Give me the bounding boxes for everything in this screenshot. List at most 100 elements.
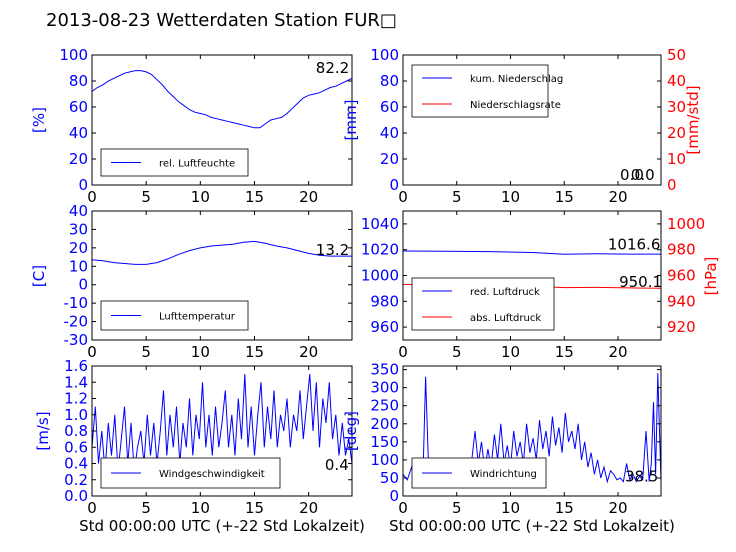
x-tick-label: 15 — [245, 343, 264, 361]
y-tick-label: 40 — [69, 202, 88, 220]
x-tick-label: 0 — [398, 343, 408, 361]
x-tick-label: 5 — [452, 343, 462, 361]
legend: red. Luftdruck abs. Luftdruck — [411, 277, 555, 331]
x-tick-label: 5 — [141, 343, 151, 361]
panel-3: 0 5 10 15 20-30-20-10010203040[C]Lufttempera… — [30, 202, 353, 361]
right-y-tick-label: 960 — [667, 267, 696, 285]
legend-label: kum. Niederschlag — [470, 74, 563, 85]
panel-frame — [91, 54, 353, 186]
y-tick-label: 0.0 — [64, 487, 88, 505]
right-y-tick-label: 0 — [667, 176, 677, 194]
x-tick-label: 5 — [452, 499, 462, 517]
y-axis-label: [%] — [30, 107, 48, 133]
x-tick-label: 15 — [245, 499, 264, 517]
y-axis-label: [C] — [30, 265, 48, 287]
legend-label: Windgeschwindigkeit — [159, 469, 265, 480]
value-annotation: 0.0 — [620, 166, 644, 184]
legend-label: abs. Luftdruck — [470, 313, 541, 324]
x-tick-label: 15 — [245, 188, 264, 206]
y-tick-label: 0 — [389, 487, 399, 505]
series-line-5-1 — [92, 374, 352, 472]
y-tick-label: -10 — [64, 294, 89, 312]
x-tick-label: 10 — [191, 188, 210, 206]
y-tick-label: 50 — [380, 469, 399, 487]
right-y-tick-label: 50 — [667, 46, 686, 64]
right-y-tick-label: 920 — [667, 318, 696, 336]
panel-frame — [402, 54, 662, 186]
y-tick-label: 80 — [69, 72, 88, 90]
series-line-4-1 — [403, 250, 661, 255]
y-tick-label: 350 — [370, 361, 399, 379]
value-annotation: 0.0 — [631, 166, 655, 184]
right-y-axis-label: [hPa] — [702, 257, 720, 296]
legend-box — [411, 277, 555, 331]
y-tick-label: 60 — [69, 98, 88, 116]
right-y-tick-label: 1000 — [667, 215, 705, 233]
x-tick-label: 0 — [87, 188, 97, 206]
right-y-tick-label: 980 — [667, 241, 696, 259]
x-tick-label: 15 — [555, 343, 574, 361]
x-axis-label: Std 00:00:00 UTC (+-22 Std Lokalzeit) — [389, 517, 675, 535]
x-tick-label: 0 — [87, 343, 97, 361]
x-tick-label: 0 — [398, 188, 408, 206]
y-tick-label: 200 — [370, 415, 399, 433]
value-annotation: 13.2 — [316, 241, 349, 259]
right-y-tick-label: 10 — [667, 150, 686, 168]
y-tick-label: -30 — [64, 331, 89, 349]
panel-2: 0 5 10 15 20 0 20 40 60 80 100 0 10 20 30 40 50 [mm] [mm/s… — [342, 46, 702, 206]
y-tick-label: 1020 — [361, 241, 399, 259]
value-annotation: 82.2 — [316, 59, 349, 77]
y-tick-label: 100 — [370, 46, 399, 64]
y-tick-label: 1.6 — [64, 357, 88, 375]
y-tick-label: 300 — [370, 379, 399, 397]
y-tick-label: 20 — [380, 150, 399, 168]
series-line-1-1 — [92, 70, 352, 129]
x-tick-label: 20 — [299, 188, 318, 206]
x-axis-label: Std 00:00:00 UTC (+-22 Std Lokalzeit) — [79, 517, 365, 535]
x-tick-label: 15 — [555, 499, 574, 517]
y-tick-label: 250 — [370, 397, 399, 415]
x-tick-label: 20 — [299, 499, 318, 517]
series-line-3-1 — [92, 240, 352, 265]
value-annotation: 1016.6 — [608, 236, 661, 254]
right-y-tick-label: 30 — [667, 98, 686, 116]
y-tick-label: 960 — [370, 318, 399, 336]
legend-label: Niederschlagsrate — [470, 100, 561, 111]
y-tick-label: 0 — [78, 276, 88, 294]
panel-1: 0 5 10 15 20 0 20 40 60 80 100 [%] rel. Luftfeuchte 8… — [30, 46, 353, 206]
value-annotation: 950.1 — [619, 273, 662, 291]
x-tick-label: 0 — [87, 499, 97, 517]
legend-box — [411, 64, 549, 118]
right-y-axis-label: [mm/std] — [684, 85, 702, 154]
y-tick-label: 0.2 — [64, 471, 88, 489]
x-tick-label: 5 — [141, 499, 151, 517]
legend-label: red. Luftdruck — [470, 287, 540, 298]
x-tick-label: 0 — [398, 499, 408, 517]
y-tick-label: 0.4 — [64, 455, 88, 473]
legend: Windrichtung — [411, 457, 547, 489]
value-annotation: 0.4 — [325, 456, 349, 474]
x-tick-label: 10 — [191, 343, 210, 361]
y-tick-label: 80 — [380, 72, 399, 90]
x-tick-label: 10 — [501, 343, 520, 361]
y-tick-label: 100 — [370, 451, 399, 469]
x-tick-label: 10 — [501, 188, 520, 206]
figure-title: 2013-08-23 Wetterdaten Station FUR□ — [46, 10, 397, 31]
legend-label: Lufttemperatur — [159, 312, 236, 323]
y-axis-label: [m/s] — [34, 411, 52, 450]
right-y-tick-label: 940 — [667, 292, 696, 310]
legend-label: rel. Luftfeuchte — [159, 159, 235, 170]
y-tick-label: 1.0 — [64, 406, 88, 424]
y-tick-label: 20 — [69, 150, 88, 168]
panel-frame — [402, 365, 662, 497]
y-axis-label: [mm] — [342, 100, 360, 141]
y-tick-label: 1000 — [361, 267, 399, 285]
right-y-tick-label: 40 — [667, 72, 686, 90]
y-axis-label: [deg] — [342, 411, 360, 451]
y-tick-label: 1.2 — [64, 390, 88, 408]
y-tick-label: 20 — [69, 239, 88, 257]
panel-5: 0 5 10 15 200.00.20.40.60.81.01.21.41.6[m/s]… — [34, 357, 365, 535]
